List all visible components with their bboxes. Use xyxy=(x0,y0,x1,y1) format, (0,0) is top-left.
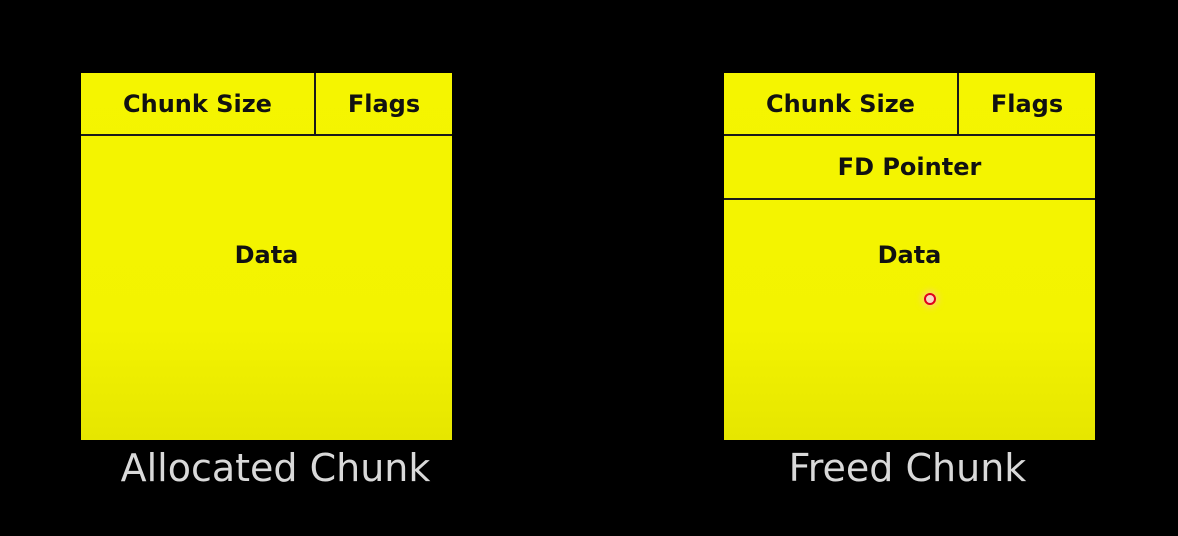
mouse-cursor-icon xyxy=(924,293,936,305)
freed-chunk-box: Chunk Size Flags FD Pointer Data xyxy=(724,73,1095,440)
allocated-chunk-caption: Allocated Chunk xyxy=(120,446,431,490)
freed-chunk-caption: Freed Chunk xyxy=(788,446,1027,490)
freed-chunk-fd-row: FD Pointer xyxy=(724,136,1095,200)
freed-chunk-flags-cell: Flags xyxy=(990,89,1064,118)
allocated-chunk-data-label: Data xyxy=(234,241,299,269)
freed-chunk-data-label: Data xyxy=(877,241,942,269)
allocated-chunk-size-cell: Chunk Size xyxy=(81,73,316,134)
freed-chunk-fd-pointer-cell: FD Pointer xyxy=(837,153,982,181)
freed-chunk-header-row: Chunk Size Flags xyxy=(724,73,1095,136)
allocated-chunk-header-row: Chunk Size Flags xyxy=(81,73,452,136)
allocated-chunk-box: Chunk Size Flags Data xyxy=(81,73,452,440)
freed-chunk-size-cell: Chunk Size xyxy=(724,73,959,134)
allocated-chunk-flags-cell: Flags xyxy=(347,89,421,118)
